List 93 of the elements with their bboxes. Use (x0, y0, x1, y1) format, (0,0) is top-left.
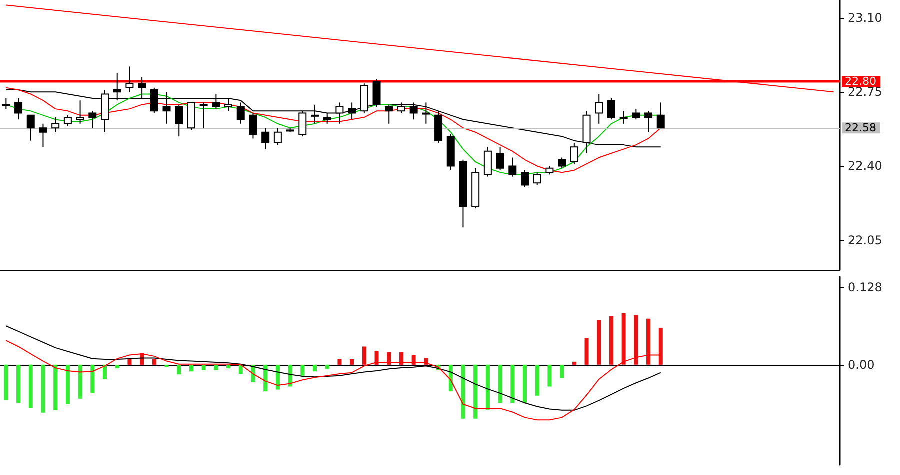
bar (16, 364, 21, 404)
candlestick (422, 102, 430, 124)
bar (362, 346, 366, 365)
bar (387, 352, 392, 365)
y-tick-label: 0.00 (848, 358, 875, 372)
candlestick (52, 117, 60, 133)
bar (658, 328, 663, 365)
candlestick (336, 102, 344, 124)
bar (152, 359, 156, 365)
bar (548, 364, 552, 387)
bar (523, 364, 527, 404)
bar (78, 364, 82, 399)
candlestick (385, 104, 394, 124)
candlestick (496, 146, 504, 171)
bar (498, 364, 502, 404)
bar (41, 364, 46, 413)
bar (115, 364, 120, 369)
bar (461, 364, 466, 419)
bar (276, 364, 280, 390)
bar (28, 364, 33, 408)
bar (90, 364, 95, 394)
ref-line-label: 22.58 (845, 122, 876, 135)
bar (597, 320, 602, 365)
bar (226, 364, 231, 369)
bar (238, 364, 243, 374)
bar (646, 318, 651, 365)
bar (189, 364, 194, 372)
candlestick (607, 98, 616, 120)
bar (399, 352, 404, 365)
bar (325, 364, 330, 370)
candlestick (595, 94, 604, 124)
candlestick (39, 123, 48, 148)
bar (177, 364, 182, 375)
bar (4, 364, 8, 400)
candlestick (558, 157, 566, 169)
candlestick (262, 128, 270, 150)
candlestick (14, 98, 23, 120)
candlestick (620, 110, 628, 124)
candlestick (236, 102, 245, 124)
candlestick (298, 110, 307, 138)
candlestick (26, 114, 35, 142)
bar (486, 364, 490, 410)
candlestick (311, 104, 319, 124)
bar (288, 364, 292, 387)
bar (350, 359, 354, 365)
bar (474, 364, 478, 419)
y-tick-label: 0.128 (848, 280, 882, 294)
bar (164, 364, 169, 368)
bar (634, 315, 638, 365)
candlestick (224, 98, 233, 112)
line-series (6, 340, 662, 421)
candlestick (175, 104, 184, 138)
candlestick (126, 66, 134, 93)
candlestick (632, 108, 640, 120)
bar (202, 364, 206, 370)
candlestick (397, 102, 406, 114)
candlestick (249, 112, 258, 140)
bar (128, 358, 132, 365)
candlestick (508, 157, 517, 178)
bar (572, 362, 576, 365)
bar (584, 338, 589, 365)
y-tick-label: 23.10 (848, 11, 882, 25)
candlestick (521, 170, 529, 188)
candlestick (323, 112, 332, 124)
candlestick (200, 102, 208, 129)
candlestick (2, 98, 10, 110)
candlestick (212, 94, 220, 110)
candlestick (533, 172, 542, 186)
bar (560, 364, 564, 378)
bar (622, 313, 626, 365)
bar (66, 364, 70, 404)
bar (54, 364, 58, 410)
candlestick (644, 110, 653, 133)
bar (214, 364, 218, 370)
bar (510, 364, 515, 404)
bar (609, 316, 614, 365)
candlestick (484, 146, 492, 178)
candlestick (348, 102, 356, 120)
candlestick (88, 110, 97, 129)
bar (300, 364, 305, 376)
bar (535, 364, 540, 396)
bar (103, 364, 107, 380)
bar (264, 364, 268, 392)
bar (313, 364, 317, 372)
candlestick (76, 100, 84, 124)
candlestick (274, 128, 282, 146)
candlestick (410, 102, 418, 120)
bar (338, 359, 342, 365)
y-tick-label: 22.05 (848, 233, 882, 248)
candlestick (656, 102, 665, 129)
candlestick (64, 114, 72, 126)
y-tick-label: 22.40 (848, 159, 882, 174)
bar (374, 350, 379, 365)
